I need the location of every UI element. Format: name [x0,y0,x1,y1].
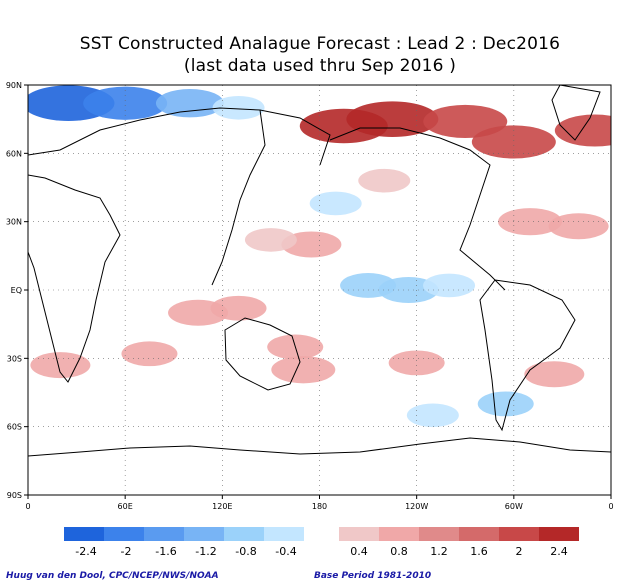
sst-anomaly-region [212,95,265,120]
colorbar-swatch [459,527,499,541]
colorbar-label: -0.8 [235,545,256,558]
sst-anomaly-region [271,356,336,384]
colorbar-swatch [104,527,144,541]
grid-lines [28,85,611,495]
coastline-eurasia-north [28,107,331,166]
coastline-south-america [479,279,576,432]
colorbar-swatch [539,527,579,541]
colorbar-label: -2 [121,545,132,558]
sst-anomaly-region [477,391,534,417]
sst-anomaly-region [423,273,476,298]
sst-anomaly-region [388,350,445,376]
lat-tick-label: EQ [11,286,22,295]
sst-anomaly-region [498,208,563,236]
colorbar-swatch [64,527,104,541]
sst-anomaly-region [121,341,178,367]
coastlines [28,85,611,457]
lat-tick-label: 60N [6,149,22,158]
coastline-australia [224,317,301,391]
colorbar-label: 0.8 [390,545,408,558]
sst-anomaly-region [244,228,297,252]
colorbar-swatch [184,527,224,541]
lat-tick-label: 60S [7,423,22,432]
lat-tick-label: 90S [7,491,22,500]
sst-anomaly-region [30,352,91,379]
lon-tick-label: 0 [608,502,613,511]
colorbar-label: -2.4 [75,545,96,558]
colorbar-label: -0.4 [275,545,296,558]
colorbar-label: -1.2 [195,545,216,558]
lon-tick-label: 180 [312,502,327,511]
lat-tick-label: 30N [6,218,22,227]
colorbar-label: 1.2 [430,545,448,558]
sst-anomaly-region [210,295,267,321]
coastline-north-america [329,127,506,291]
coastline-greenland [551,85,601,141]
lon-tick-label: 120W [405,502,428,511]
sst-anomaly-region [155,89,224,118]
colorbar-label: -1.6 [155,545,176,558]
sst-anomaly-region [471,125,556,159]
colorbar: -2.4 -2 -1.6 -1.2 -0.8 -0.4 0.4 0.8 1.2 1.6 2 2.4 [64,527,579,558]
coastline-asia-east [211,109,266,286]
colorbar-swatch [144,527,184,541]
sst-anomaly-region [309,191,362,216]
sst-anomaly-region [524,361,585,388]
lon-tick-label: 120E [212,502,232,511]
sst-anomaly-region [406,403,459,428]
lon-tick-label: 60W [505,502,523,511]
colorbar-swatch [419,527,459,541]
sst-anomaly-region [83,86,168,120]
colorbar-swatch [264,527,304,541]
chart-title: SST Constructed Analague Forecast : Lead… [79,34,561,54]
lon-tick-label: 0 [25,502,30,511]
lon-tick-label: 60E [118,502,133,511]
colorbar-label: 2 [516,545,523,558]
sst-anomaly-region [358,168,411,193]
lat-tick-label: 90N [6,81,22,90]
colorbar-swatch [339,527,379,541]
colorbar-swatch [379,527,419,541]
coastline-antarctica [28,437,611,457]
colorbar-swatch [224,527,264,541]
colorbar-label: 2.4 [550,545,568,558]
chart-subtitle: (last data used thru Sep 2016 ) [183,56,457,76]
sst-anomaly-region [548,213,609,240]
colorbar-label: 0.4 [350,545,368,558]
anomaly-layer [28,85,611,428]
colorbar-label: 1.6 [470,545,488,558]
coastline-africa [28,174,121,383]
colorbar-swatch [499,527,539,541]
credit-text: Huug van den Dool, CPC/NCEP/NWS/NOAA [6,571,219,581]
sst-anomaly-region [554,114,611,147]
lat-tick-label: 30S [7,354,22,363]
base-period-text: Base Period 1981-2010 [314,571,432,581]
